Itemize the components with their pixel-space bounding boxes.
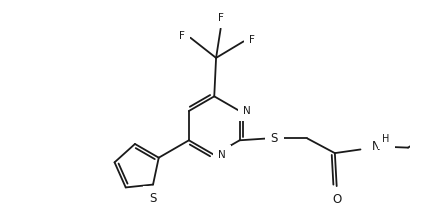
Text: O: O (332, 193, 341, 206)
Text: F: F (179, 31, 185, 41)
Text: F: F (249, 35, 255, 45)
Text: N: N (243, 106, 251, 116)
Text: N: N (371, 140, 380, 153)
Text: S: S (149, 192, 157, 205)
Text: N: N (218, 150, 226, 160)
Text: F: F (218, 13, 224, 23)
Text: H: H (383, 134, 390, 144)
Text: S: S (271, 132, 278, 145)
